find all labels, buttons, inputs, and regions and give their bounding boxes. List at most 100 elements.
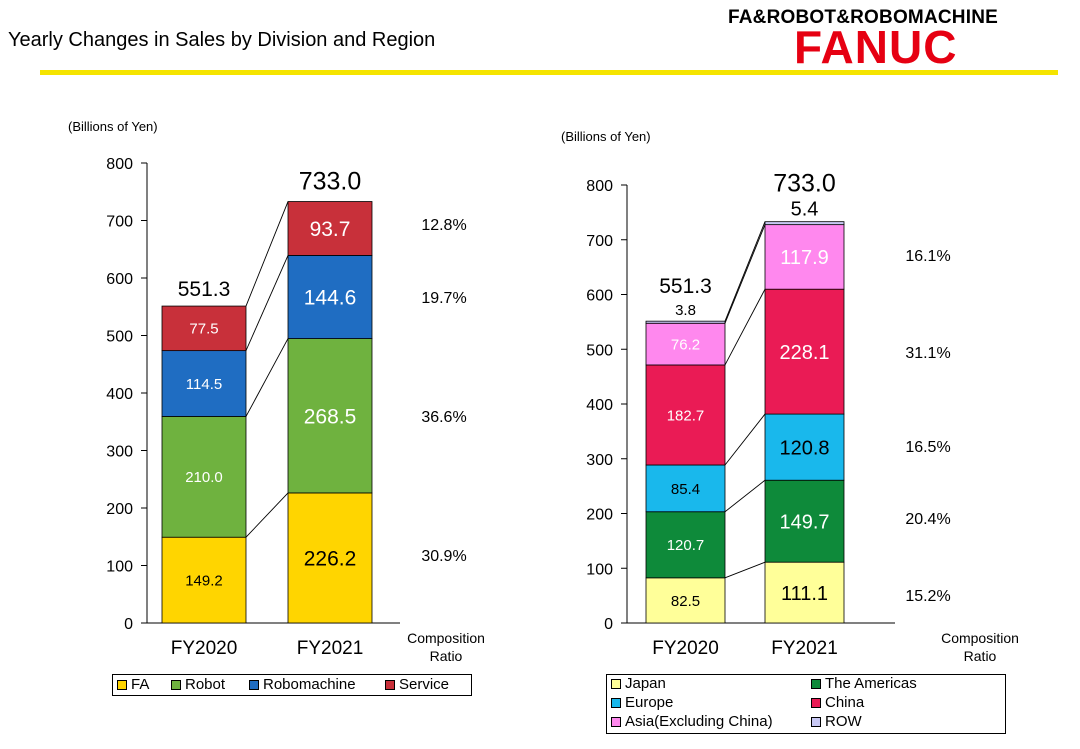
legend-item-robomachine: Robomachine	[249, 676, 356, 693]
data-label-row-fy2021: 5.4	[791, 199, 819, 221]
connector-line-row	[724, 221, 766, 322]
y-tick-label: 700	[106, 214, 133, 231]
legend-item-the-americas: The Americas	[811, 675, 917, 692]
brand-tagline: FA&ROBOT&ROBOMACHINE	[728, 7, 998, 28]
legend-swatch-europe	[611, 697, 621, 708]
bar-segment-robomachine-fy2021	[287, 255, 373, 339]
y-tick-label: 600	[586, 288, 613, 305]
legend-swatch-asia-excluding-china	[611, 716, 621, 727]
legend-label-asia-excluding-china: Asia(Excluding China)	[625, 713, 773, 730]
composition-ratio-label: Composition	[407, 630, 485, 646]
data-label-asia-excluding-china-fy2020: 76.2	[671, 337, 700, 354]
y-tick-label: 800	[106, 156, 133, 173]
bar-segment-europe-fy2020	[645, 464, 726, 513]
legend-swatch-service	[385, 679, 395, 690]
bar-segment-fa-fy2021	[287, 492, 373, 624]
connector-line-robomachine	[245, 255, 289, 351]
legend-label-robomachine: Robomachine	[263, 676, 356, 693]
data-label-service-fy2021: 93.7	[310, 218, 351, 241]
legend-label-row: ROW	[825, 713, 862, 730]
region-legend: Japan The Americas Europe China Asia(Excludi…	[606, 674, 1006, 734]
legend-swatch-japan	[611, 678, 621, 689]
data-label-robomachine-fy2020: 114.5	[186, 376, 222, 393]
x-tick-label-fy2020: FY2020	[652, 638, 719, 659]
composition-ratio-label: Ratio	[430, 648, 463, 664]
legend-item-row: ROW	[811, 713, 862, 730]
y-tick-label: 0	[604, 616, 613, 633]
legend-item-fa: FA	[117, 676, 149, 693]
composition-ratio-japan: 15.2%	[905, 588, 950, 605]
legend-swatch-row	[811, 716, 821, 727]
y-tick-label: 500	[586, 342, 613, 359]
page-title: Yearly Changes in Sales by Division and …	[8, 29, 436, 51]
legend-label-china: China	[825, 694, 865, 711]
legend-swatch-fa	[117, 679, 127, 690]
bar-segment-service-fy2021	[287, 201, 373, 256]
data-label-the-americas-fy2021: 149.7	[779, 511, 829, 533]
composition-ratio-china: 31.1%	[905, 345, 950, 362]
data-label-europe-fy2021: 120.8	[779, 437, 829, 459]
connector-line-the-americas	[724, 479, 766, 513]
composition-ratio-fa: 30.9%	[421, 548, 466, 565]
data-label-robot-fy2020: 210.0	[185, 469, 223, 486]
data-label-robomachine-fy2021: 144.6	[304, 287, 357, 310]
data-label-fa-fy2021: 226.2	[304, 548, 357, 571]
total-label-fy2021: 733.0	[773, 170, 836, 198]
x-tick-label-fy2020: FY2020	[171, 638, 238, 659]
legend-swatch-the-americas	[811, 678, 821, 689]
bar-segment-asia-excluding-china-fy2020	[645, 322, 726, 366]
composition-ratio-robot: 36.6%	[421, 409, 466, 426]
unit-label: (Billions of Yen)	[561, 129, 651, 144]
legend-swatch-robomachine	[249, 679, 259, 690]
legend-item-asia-excluding-china: Asia(Excluding China)	[611, 713, 773, 730]
bar-segment-japan-fy2020	[645, 577, 726, 624]
legend-label-japan: Japan	[625, 675, 666, 692]
composition-ratio-label: Ratio	[964, 648, 997, 664]
total-label-fy2020: 551.3	[659, 275, 712, 298]
header-divider	[40, 70, 1058, 75]
connector-line-fa	[245, 492, 289, 538]
y-tick-label: 600	[106, 271, 133, 288]
connector-line-asia-excluding-china	[724, 224, 766, 324]
data-label-row-fy2020: 3.8	[675, 302, 696, 319]
legend-label-fa: FA	[131, 676, 150, 693]
y-tick-label: 800	[586, 178, 613, 195]
legend-swatch-robot	[171, 679, 181, 690]
legend-item-robot: Robot	[171, 676, 225, 693]
bar-segment-service-fy2020	[161, 305, 247, 352]
bar-segment-row-fy2020	[645, 320, 726, 324]
bar-segment-fa-fy2020	[161, 536, 247, 624]
brand-logo: FANUC	[794, 21, 958, 73]
total-label-fy2021: 733.0	[299, 168, 362, 196]
legend-item-service: Service	[385, 676, 449, 693]
bar-segment-robot-fy2020	[161, 416, 247, 538]
legend-label-europe: Europe	[625, 694, 674, 711]
division-sales-chart: (Billions of Yen) 0 100 200 300 400 500 600 700 8…	[68, 119, 485, 664]
legend-item-japan: Japan	[611, 675, 666, 692]
composition-ratio-robomachine: 19.7%	[421, 290, 466, 307]
connector-line-service	[245, 201, 289, 307]
x-tick-label-fy2021: FY2021	[771, 638, 838, 659]
data-label-asia-excluding-china-fy2021: 117.9	[780, 247, 829, 269]
unit-label: (Billions of Yen)	[68, 119, 158, 134]
y-tick-label: 300	[106, 444, 133, 461]
data-label-china-fy2021: 228.1	[779, 342, 829, 364]
legend-label-robot: Robot	[185, 676, 226, 693]
data-label-robot-fy2021: 268.5	[304, 405, 357, 428]
y-tick-label: 200	[586, 507, 613, 524]
data-label-japan-fy2021: 111.1	[781, 583, 828, 605]
connector-line-china	[724, 288, 766, 366]
y-tick-label: 200	[106, 501, 133, 518]
legend-item-china: China	[811, 694, 864, 711]
composition-ratio-label: Composition	[941, 630, 1019, 646]
bar-segment-china-fy2020	[645, 364, 726, 466]
legend-swatch-china	[811, 697, 821, 708]
y-tick-label: 400	[106, 386, 133, 403]
legend-label-the-americas: The Americas	[825, 675, 917, 692]
data-label-the-americas-fy2020: 120.7	[667, 537, 705, 554]
y-tick-label: 400	[586, 397, 613, 414]
data-label-japan-fy2020: 82.5	[671, 593, 700, 610]
bar-segment-asia-excluding-china-fy2021	[764, 224, 845, 290]
bar-segment-japan-fy2021	[764, 561, 845, 624]
y-tick-label: 500	[106, 329, 133, 346]
